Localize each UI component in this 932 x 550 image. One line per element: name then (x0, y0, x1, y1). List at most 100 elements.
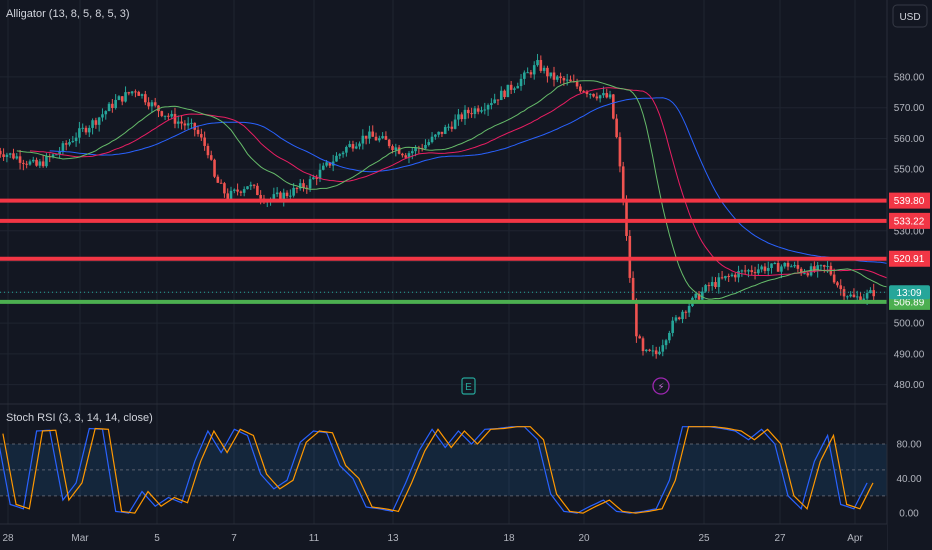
candle-body (757, 269, 760, 274)
candle-body (239, 191, 243, 193)
candle-body (776, 263, 780, 272)
price-level-badge (889, 250, 930, 267)
indicator-sub-title[interactable]: Stoch RSI (3, 3, 14, 14, close) (6, 412, 153, 424)
price-tick-label: 550.00 (894, 165, 925, 176)
candle-body (588, 93, 592, 95)
candle-body (822, 265, 826, 267)
price-axis[interactable] (887, 0, 932, 550)
candle-body (638, 336, 641, 339)
candle-body (737, 271, 740, 278)
alligator-teeth-line (29, 87, 907, 285)
candle-body (325, 162, 328, 166)
candle-body (209, 155, 213, 160)
candle-body (799, 268, 803, 274)
candle-body (671, 320, 674, 333)
candle-body (31, 159, 35, 162)
candle-body (246, 186, 249, 190)
candle-body (605, 93, 609, 98)
candle-body (595, 96, 599, 99)
stoch-band (0, 443, 887, 497)
candle-body (796, 265, 800, 269)
candle-body (345, 147, 348, 153)
candle-body (694, 293, 698, 298)
candle-body (565, 79, 569, 81)
candle-body (661, 345, 665, 352)
candle-body (153, 102, 157, 106)
candle-body (549, 72, 553, 77)
candle-body (720, 277, 724, 279)
stoch-tick-label: 0.00 (899, 509, 919, 520)
candle-body (236, 189, 239, 192)
candle-body (223, 183, 226, 194)
candle-body (747, 270, 750, 272)
candle-body (196, 129, 200, 135)
candle-body (279, 192, 282, 200)
indicator-main-title[interactable]: Alligator (13, 8, 5, 8, 5, 3) (6, 8, 130, 20)
candle-body (499, 90, 503, 101)
candle-body (140, 94, 144, 96)
candle-body (869, 290, 872, 294)
candle-body (351, 144, 355, 149)
price-level-value: 520.91 (894, 254, 925, 265)
candle-body (437, 131, 440, 135)
candle-body (658, 351, 661, 355)
price-level-value: 539.80 (894, 196, 925, 207)
candle-body (562, 77, 566, 81)
candle-body (602, 93, 605, 96)
candle-body (200, 134, 203, 138)
candle-body (546, 67, 549, 77)
time-tick-label: 13 (387, 533, 399, 544)
candle-body (849, 294, 852, 297)
price-level-badge (889, 212, 930, 229)
candle-body (401, 153, 404, 156)
earnings-marker[interactable]: E (461, 377, 476, 395)
countdown-text: 13:09 (896, 288, 921, 299)
candle-body (852, 294, 856, 298)
time-axis[interactable] (0, 524, 887, 550)
candle-body (513, 88, 516, 90)
candle-body (625, 201, 628, 236)
candle-body (176, 121, 180, 124)
candle-body (226, 193, 230, 200)
candle-body (157, 105, 160, 112)
candle-body (753, 272, 757, 274)
price-level-badge (889, 192, 930, 209)
candle-body (532, 65, 536, 75)
candle-body (664, 340, 668, 346)
candle-body (318, 169, 322, 179)
grid-lines (0, 0, 887, 524)
candle-body (74, 137, 78, 142)
candle-body (450, 126, 454, 129)
candle-body (111, 103, 114, 109)
candle-body (107, 103, 111, 112)
price-tick-label: 480.00 (894, 380, 925, 391)
candle-body (780, 266, 783, 272)
candle-body (71, 141, 75, 143)
candle-body (45, 156, 48, 167)
candle-body (285, 192, 289, 197)
currency-label: USD (899, 12, 920, 23)
candle-body (486, 105, 490, 110)
candle-body (321, 165, 325, 170)
lightning-icon: ⚡ (657, 382, 664, 393)
candle-body (839, 285, 843, 290)
candle-body (460, 114, 464, 120)
time-tick-label: Apr (847, 533, 863, 544)
currency-button[interactable] (892, 4, 928, 28)
candle-body (41, 161, 45, 167)
alligator-jaw-line (49, 97, 927, 276)
candle-body (203, 137, 206, 146)
candle-body (790, 266, 793, 268)
event-marker[interactable]: ⚡ (652, 377, 670, 395)
candle-body (773, 263, 777, 265)
candle-body (275, 192, 279, 195)
candle-body (648, 349, 651, 351)
candle-body (167, 115, 170, 117)
candle-body (101, 114, 104, 118)
candle-body (569, 79, 572, 82)
candle-body (58, 151, 61, 155)
candle-body (354, 146, 358, 149)
candle-body (836, 282, 839, 286)
candle-body (249, 184, 253, 187)
